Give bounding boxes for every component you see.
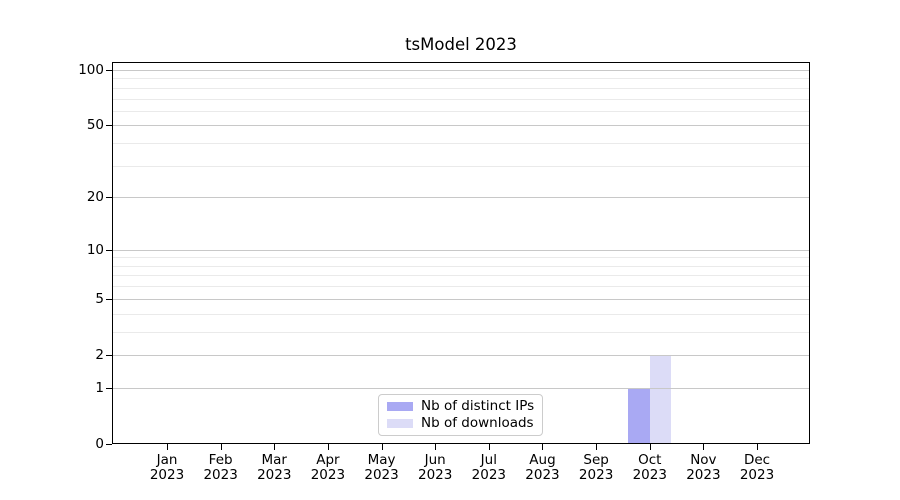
x-tick-label: Oct 2023 <box>618 453 682 483</box>
x-tick-mark <box>542 444 544 450</box>
x-tick-label: Nov 2023 <box>671 453 735 483</box>
bar-downloads <box>649 354 672 444</box>
x-tick-label: Jul 2023 <box>457 453 521 483</box>
y-tick-label: 10 <box>86 241 104 258</box>
x-tick-label: Sep 2023 <box>564 453 628 483</box>
y-tick-label: 20 <box>86 189 104 206</box>
x-tick-label-line: Aug <box>529 452 556 468</box>
gridline-major <box>112 354 810 356</box>
x-tick-label-line: 2023 <box>257 467 292 483</box>
x-tick-mark <box>435 444 437 450</box>
x-tick-label-line: 2023 <box>525 467 560 483</box>
x-tick-label-line: 2023 <box>418 467 453 483</box>
x-tick-label-line: Jun <box>424 452 446 468</box>
legend-item-downloads: Nb of downloads <box>387 416 534 431</box>
y-tick-mark <box>106 249 112 251</box>
legend-swatch-downloads <box>387 419 413 428</box>
x-tick-label-line: Dec <box>743 452 771 468</box>
legend-swatch-distinct-ips <box>387 402 413 411</box>
y-tick-label: 0 <box>95 436 104 452</box>
y-tick-mark <box>106 70 112 71</box>
gridline-minor <box>112 87 810 89</box>
x-tick-label-line: Sep <box>583 452 609 468</box>
x-tick-mark <box>220 444 222 450</box>
x-tick-label-line: 2023 <box>203 467 238 483</box>
gridline-minor <box>112 257 810 259</box>
x-tick-label-line: Jul <box>480 452 497 468</box>
gridline-major <box>112 125 810 127</box>
gridline-minor <box>112 286 810 288</box>
x-tick-label: Mar 2023 <box>242 453 306 483</box>
x-tick-label-line: 2023 <box>149 467 185 483</box>
legend-label-distinct-ips: Nb of distinct IPs <box>421 398 535 414</box>
x-tick-label-line: Nov <box>690 452 717 468</box>
gridline-major <box>112 197 810 199</box>
x-tick-label-line: 2023 <box>364 467 399 483</box>
x-tick-label-line: 2023 <box>471 467 506 483</box>
x-tick-label-line: 2023 <box>686 467 721 483</box>
x-tick-mark <box>327 444 329 450</box>
x-tick-label-line: 2023 <box>310 467 346 483</box>
x-tick-label: Aug 2023 <box>510 453 574 483</box>
y-tick-mark <box>106 197 112 199</box>
y-tick-label: 50 <box>86 117 104 134</box>
gridline-minor <box>112 313 810 315</box>
x-tick-mark <box>596 444 598 450</box>
x-tick-label-line: 2023 <box>578 467 614 483</box>
chart-title: tsModel 2023 <box>405 35 517 54</box>
bar-distinct-ips <box>628 387 650 444</box>
gridline-minor <box>112 265 810 267</box>
x-tick-mark <box>703 444 705 450</box>
x-tick-mark <box>167 444 168 450</box>
gridline-minor <box>112 275 810 277</box>
plot-area <box>112 62 810 444</box>
gridline-minor <box>112 110 810 112</box>
legend-label-downloads: Nb of downloads <box>421 415 534 431</box>
x-tick-label-line: Feb <box>208 452 233 468</box>
gridline-minor <box>112 143 810 145</box>
x-tick-mark <box>649 444 651 450</box>
x-tick-label: Feb 2023 <box>189 453 253 483</box>
x-tick-label-line: 2023 <box>632 467 667 483</box>
x-tick-mark <box>381 444 383 450</box>
y-tick-label: 2 <box>95 346 104 363</box>
x-tick-label: Dec 2023 <box>725 453 789 483</box>
y-tick-mark <box>106 298 112 300</box>
x-tick-label-line: May <box>367 452 396 468</box>
x-tick-label: Jun 2023 <box>403 453 467 483</box>
y-tick-label: 100 <box>78 62 104 78</box>
legend-item-distinct-ips: Nb of distinct IPs <box>387 399 534 414</box>
x-tick-label-line: Jan <box>156 452 178 468</box>
x-tick-label: Apr 2023 <box>296 453 360 483</box>
axes-frame <box>112 62 810 444</box>
legend: Nb of distinct IPs Nb of downloads <box>378 394 544 436</box>
y-tick-label: 1 <box>95 379 104 396</box>
x-tick-mark <box>757 444 759 450</box>
gridline-major <box>112 249 810 251</box>
x-tick-label-line: Oct <box>638 452 662 468</box>
y-tick-label: 5 <box>95 290 104 307</box>
x-tick-label: May 2023 <box>350 453 414 483</box>
gridline-minor <box>112 165 810 167</box>
x-tick-label-line: 2023 <box>739 467 775 483</box>
gridline-major <box>112 70 810 71</box>
y-tick-mark <box>106 444 112 445</box>
x-tick-label: Jan 2023 <box>135 453 199 483</box>
y-tick-mark <box>106 354 112 356</box>
y-tick-mark <box>106 125 112 127</box>
x-tick-label-line: Apr <box>316 452 340 468</box>
gridline-minor <box>112 331 810 333</box>
gridline-minor <box>112 98 810 100</box>
x-tick-mark <box>274 444 276 450</box>
gridline-major <box>112 387 810 389</box>
y-tick-mark <box>106 387 112 389</box>
x-tick-mark <box>488 444 490 450</box>
gridline-major <box>112 298 810 300</box>
gridline-minor <box>112 78 810 80</box>
x-tick-label-line: Mar <box>261 452 287 468</box>
